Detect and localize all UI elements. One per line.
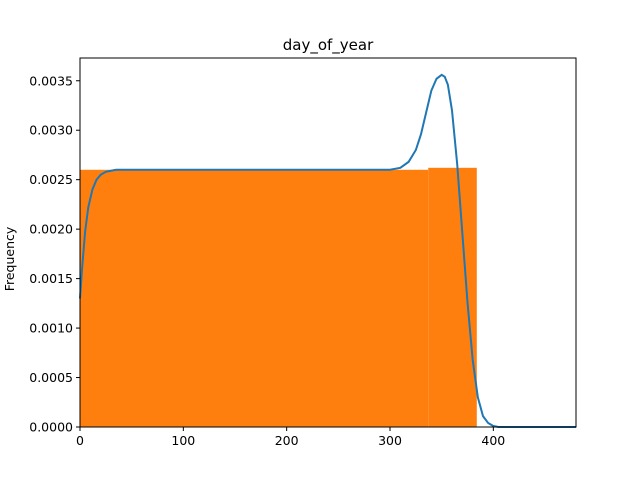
density-curve [79,73,576,428]
y-axis-label: Frequency [2,226,17,291]
y-tick-label-4: 0.0020 [29,222,73,237]
plot-frame [79,57,577,428]
y-tick-label-1: 0.0005 [29,370,73,385]
histogram-bar-0 [80,169,429,427]
y-tick-label-2: 0.0010 [29,321,73,336]
x-tick-label-0: 0 [76,433,84,448]
histogram-bar-1 [428,167,477,428]
x-tick-label-1: 100 [171,433,195,448]
y-tick-label-0: 0.0000 [29,420,73,435]
x-tick-label-2: 200 [275,433,299,448]
y-tick-label-5: 0.0025 [29,172,73,187]
x-tick-label-4: 400 [481,433,505,448]
y-axis: 0.0000 0.0005 0.0010 0.0015 0.0020 0.0025 0.00… [29,73,80,435]
x-tick-label-3: 300 [378,433,402,448]
histogram-bars [80,167,477,428]
y-tick-label-7: 0.0035 [29,73,73,88]
chart-title: day_of_year [283,36,374,55]
x-axis: 0 100 200 300 400 [76,427,505,448]
y-tick-label-3: 0.0015 [29,271,73,286]
y-tick-label-6: 0.0030 [29,123,73,138]
